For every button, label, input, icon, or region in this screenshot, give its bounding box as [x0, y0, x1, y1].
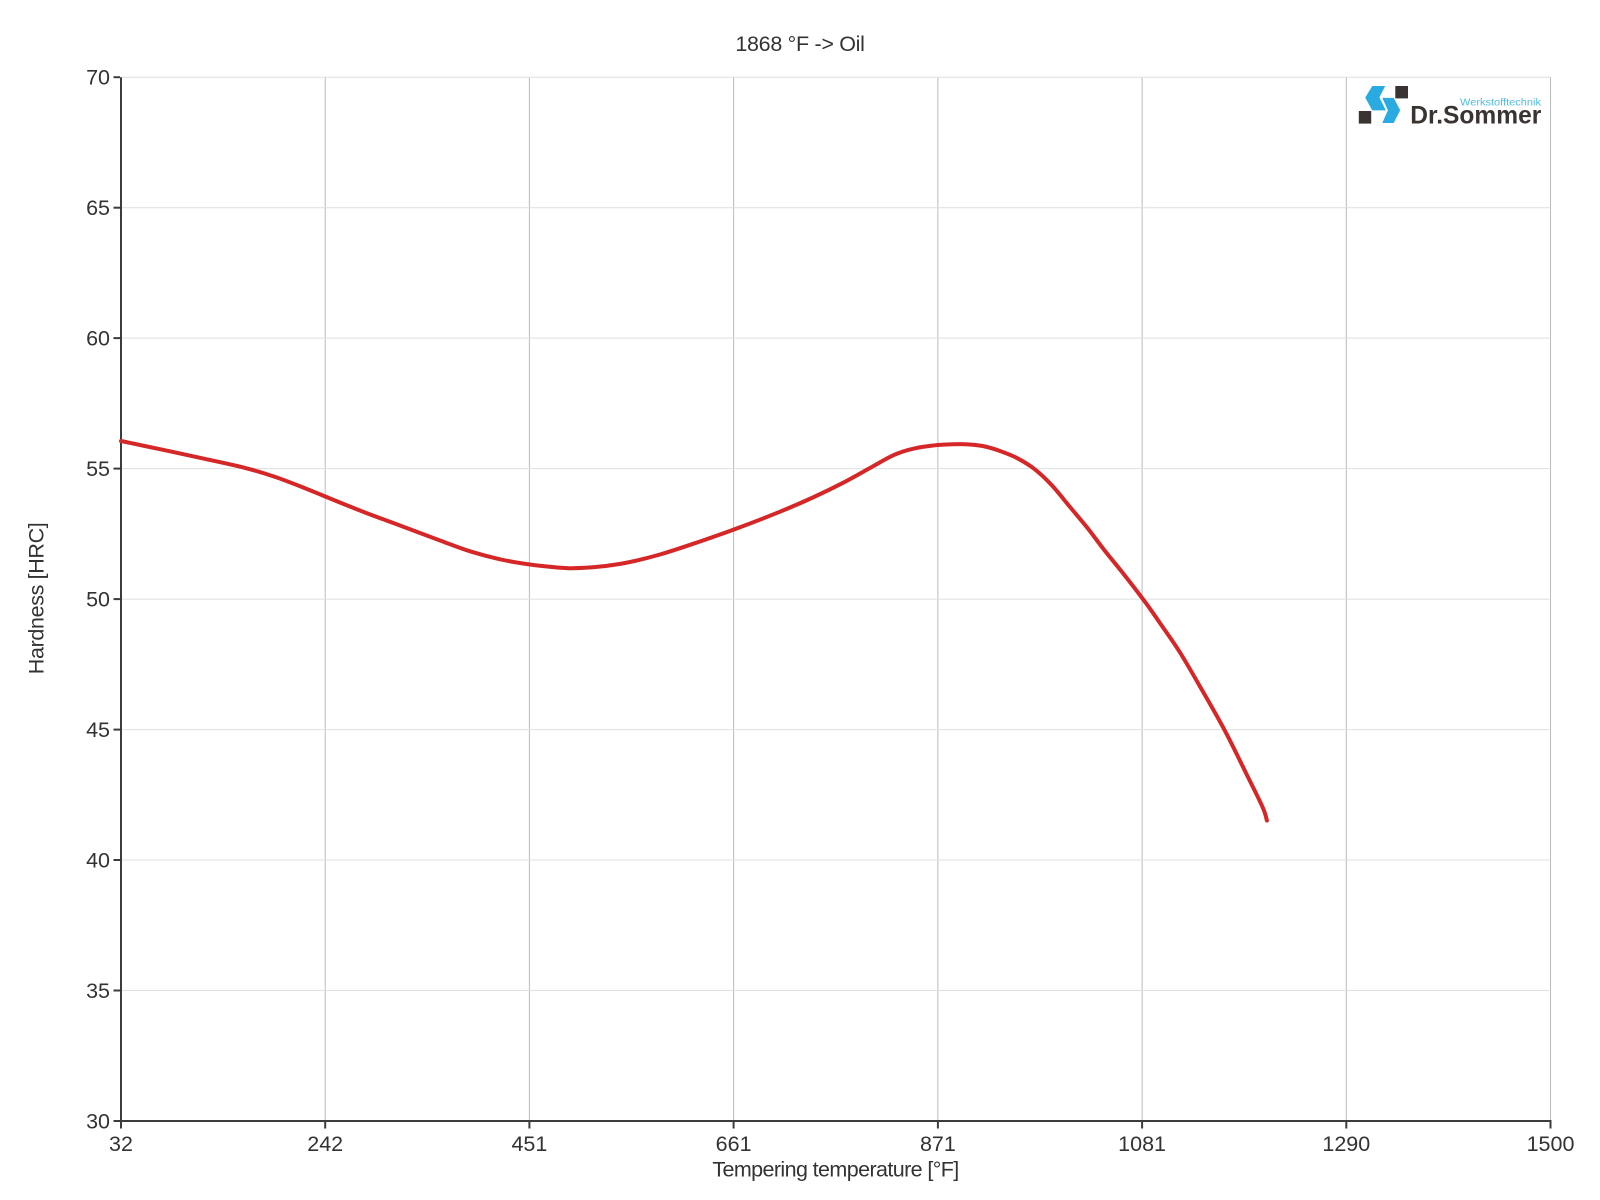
svg-text:55: 55 — [86, 457, 110, 481]
svg-text:60: 60 — [86, 327, 110, 351]
svg-text:32: 32 — [109, 1132, 133, 1156]
svg-text:45: 45 — [86, 718, 110, 742]
svg-text:35: 35 — [86, 979, 110, 1003]
svg-text:70: 70 — [86, 66, 110, 90]
svg-text:Tempering temperature [°F]: Tempering temperature [°F] — [712, 1157, 958, 1181]
svg-text:30: 30 — [86, 1110, 110, 1134]
svg-text:1500: 1500 — [1527, 1132, 1575, 1156]
svg-text:Dr.Sommer: Dr.Sommer — [1410, 101, 1541, 129]
svg-text:1868 °F -> Oil: 1868 °F -> Oil — [735, 32, 864, 56]
svg-text:1290: 1290 — [1322, 1132, 1370, 1156]
svg-text:Werkstofftechnik: Werkstofftechnik — [1460, 97, 1542, 109]
svg-text:871: 871 — [920, 1132, 956, 1156]
svg-text:451: 451 — [511, 1132, 547, 1156]
svg-text:50: 50 — [86, 588, 110, 612]
svg-text:661: 661 — [716, 1132, 752, 1156]
svg-text:Hardness [HRC]: Hardness [HRC] — [25, 523, 49, 675]
svg-text:65: 65 — [86, 196, 110, 220]
svg-text:1081: 1081 — [1118, 1132, 1166, 1156]
svg-text:242: 242 — [307, 1132, 343, 1156]
svg-text:40: 40 — [86, 849, 110, 873]
